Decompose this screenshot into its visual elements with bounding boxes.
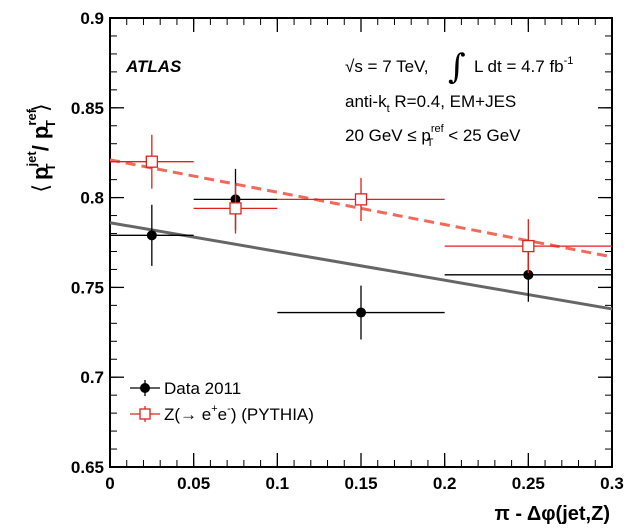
data-point <box>356 307 366 318</box>
y-title-sup2: ref <box>24 108 39 125</box>
legend-marker-mc <box>139 408 151 420</box>
x-axis-title: π - Δφ(jet,Z) <box>495 503 610 525</box>
fit-line-mc <box>109 158 613 259</box>
lumi-annotation: L dt = 4.7 fb-1 <box>474 55 573 76</box>
y-title-open: ⟨ <box>28 184 53 193</box>
data-markers <box>110 134 612 340</box>
range-sub: T <box>427 137 434 149</box>
y-title-slash: / <box>28 139 53 157</box>
legend-mc-sup: + <box>211 403 217 415</box>
y-tick-label: 0.65 <box>71 458 104 477</box>
range-suffix: < 25 GeV <box>443 126 521 145</box>
x-tick-label: 0.2 <box>433 474 457 493</box>
range-sup: ref <box>431 123 445 135</box>
axis-ticks: 0 0.05 0.1 0.15 0.2 0.25 0.3 0.65 0.7 0.75 0.8 0.85… <box>71 9 624 493</box>
legend-mc-name: Z(→ e <box>164 405 211 424</box>
y-axis-title: ⟨pjetT / pref T⟩ <box>24 103 58 192</box>
x-tick-label: 0.1 <box>266 474 290 493</box>
algo-suffix: R=0.4, EM+JES <box>390 92 517 111</box>
range-text: 20 GeV ≤ p <box>345 126 431 145</box>
experiment-label: ATLAS <box>125 57 182 76</box>
mc-point <box>229 202 242 215</box>
pt-range-annotation: 20 GeV ≤ pref T < 25 GeV <box>345 123 521 149</box>
mc-point <box>522 239 535 253</box>
lumi-text: L dt = 4.7 fb <box>474 57 564 76</box>
legend: Data 2011 Z(→ e+e-) (PYTHIA) <box>130 379 314 424</box>
y-tick-label: 0.9 <box>80 9 104 28</box>
y-tick-label: 0.8 <box>80 189 104 208</box>
data-point <box>523 269 534 280</box>
y-title-p1: p <box>28 167 53 180</box>
algorithm-annotation: anti-kt R=0.4, EM+JES <box>345 92 516 115</box>
x-tick-label: 0 <box>105 474 114 493</box>
x-tick-label: 0.25 <box>512 474 545 493</box>
y-tick-label: 0.7 <box>80 368 104 387</box>
algo-text: anti-k <box>345 92 387 111</box>
x-tick-label: 0.05 <box>177 474 210 493</box>
energy-text: √s = 7 TeV, <box>345 57 429 76</box>
data-point <box>146 230 157 241</box>
y-title-sub1: T <box>43 163 58 171</box>
integral-sign: ∫ <box>448 47 466 87</box>
algo-subscript: t <box>387 103 390 115</box>
legend-mc-sup2: - <box>227 403 231 415</box>
y-tick-label: 0.85 <box>71 99 104 118</box>
mc-point <box>354 193 368 206</box>
y-title-sup1: jet <box>24 151 39 168</box>
x-tick-label: 0.3 <box>600 474 624 493</box>
lumi-exponent: -1 <box>564 55 574 67</box>
legend-label-mc: Z(→ e+e-) (PYTHIA) <box>164 403 314 424</box>
legend-marker-data <box>140 383 150 393</box>
y-title-close: ⟩ <box>28 103 53 112</box>
x-tick-label: 0.15 <box>344 474 377 493</box>
legend-label-data: Data 2011 <box>164 379 241 398</box>
energy-lumi-annotation: √s = 7 TeV, ∫ L dt = 4.7 fb-1 <box>345 47 573 87</box>
mc-point <box>145 155 158 168</box>
legend-mc-end: ) (PYTHIA) <box>231 405 314 424</box>
y-title-sub2: T <box>43 120 58 128</box>
y-tick-label: 0.75 <box>71 278 104 297</box>
y-title-p2: p <box>28 126 53 139</box>
legend-mc-mid: e <box>218 405 227 424</box>
